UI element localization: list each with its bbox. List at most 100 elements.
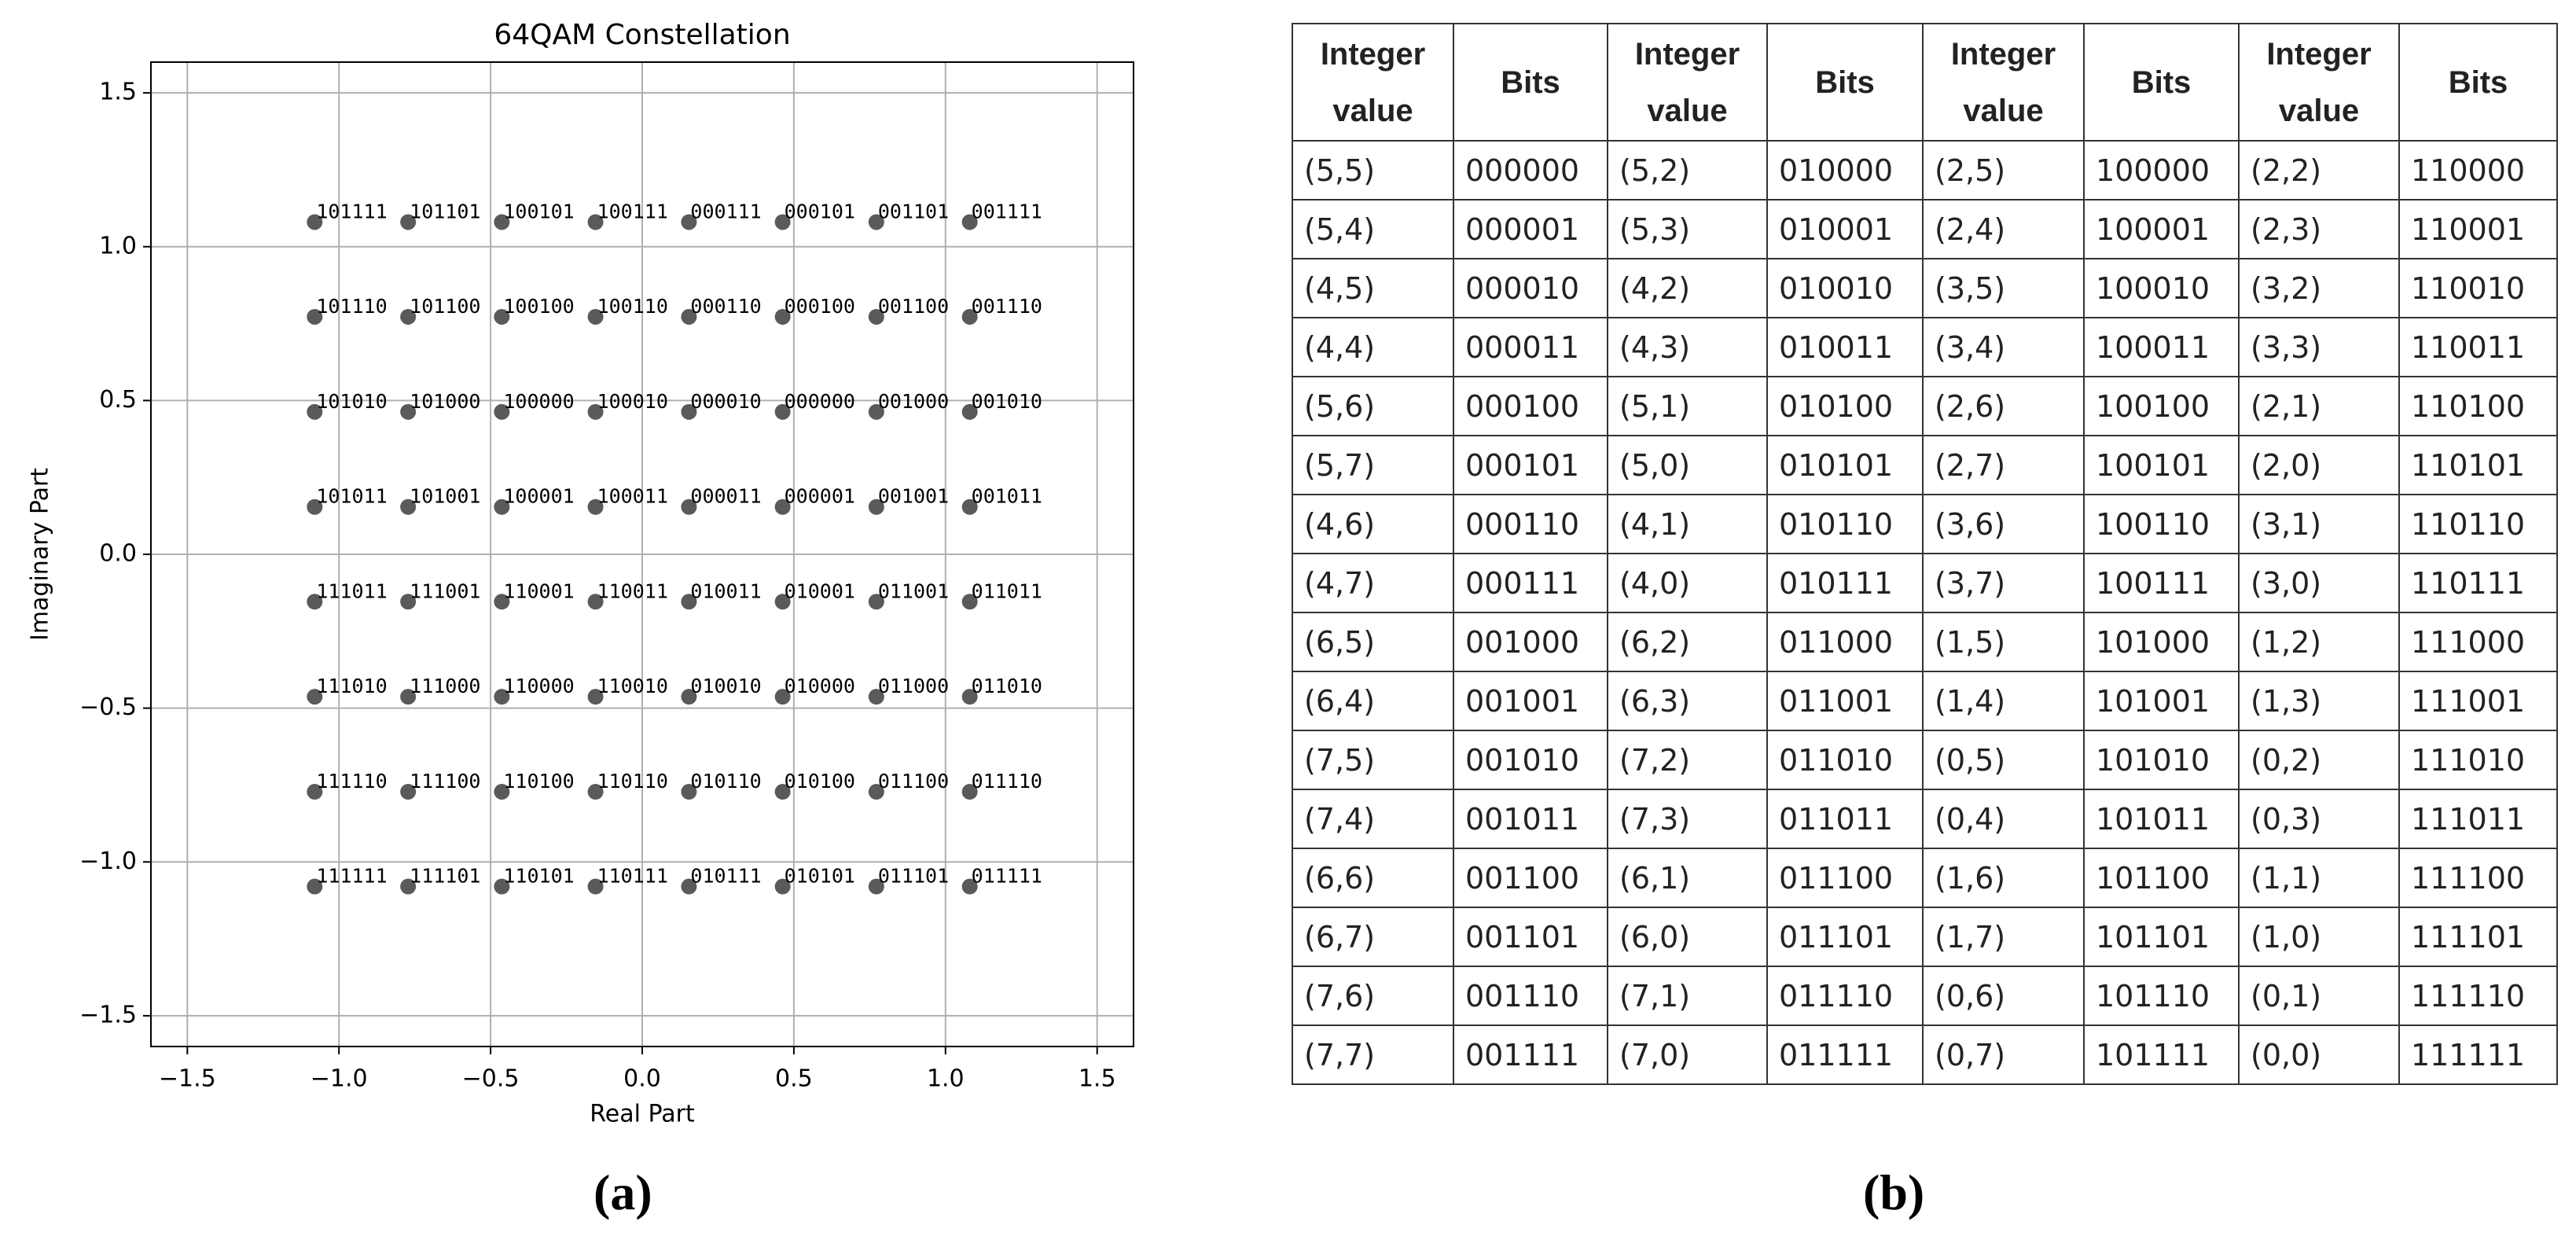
point-label: 110101 (503, 865, 574, 888)
table-row: (7,6) 001110 (7,1) 011110 (0,6) 101110 (0,1) 11… (1292, 966, 2558, 1026)
caption: (a) (593, 1164, 652, 1220)
point (774, 498, 791, 515)
table-cell: (0,7) (1922, 1024, 2085, 1085)
table-cell: 110110 (2398, 494, 2558, 554)
point-label: 011011 (972, 579, 1042, 602)
table-cell: 111111 (2398, 1024, 2558, 1085)
table-row: (5,7) 000101 (5,0) 010101 (2,7) 100101 (2,0) 11… (1292, 435, 2558, 495)
table-cell: (7,1) (1607, 966, 1768, 1026)
table-cell: 111010 (2398, 730, 2558, 790)
point (681, 784, 697, 800)
point-label: 011010 (972, 675, 1042, 697)
table-cell: (3,5) (1922, 258, 2085, 318)
point (307, 784, 323, 800)
point (307, 308, 323, 325)
table-cell: 101000 (2083, 612, 2240, 672)
table-cell: (4,1) (1607, 494, 1768, 554)
table-cell: 111110 (2398, 966, 2558, 1026)
y-tick-label: 0.5 (99, 386, 137, 414)
table-cell: (5,5) (1292, 140, 1454, 200)
point (400, 498, 417, 515)
point-label: 011101 (878, 865, 949, 888)
point (774, 214, 791, 230)
point (494, 784, 510, 800)
point-label: 100110 (597, 295, 668, 318)
table-cell: 110010 (2398, 258, 2558, 318)
point (307, 878, 323, 895)
table-cell: (7,0) (1607, 1024, 1768, 1085)
table-cell: (6,4) (1292, 671, 1454, 731)
table-cell: 001101 (1453, 907, 1608, 967)
point-label: 110111 (597, 865, 668, 888)
point-label: 001110 (972, 295, 1042, 318)
table-cell: 100110 (2083, 494, 2240, 554)
table-cell: 101101 (2083, 907, 2240, 967)
point (400, 878, 417, 895)
header-cell: Integer value (1292, 23, 1454, 142)
table-cell: (3,3) (2238, 317, 2400, 377)
table-cell: (7,6) (1292, 966, 1454, 1026)
table-cell: 101011 (2083, 789, 2240, 849)
y-tick-label: −1.0 (79, 848, 137, 875)
table-row: (4,4) 000011 (4,3) 010011 (3,4) 100011 (3,3) 11… (1292, 317, 2558, 377)
point (400, 214, 417, 230)
point-label: 011000 (878, 675, 949, 697)
point (494, 403, 510, 420)
header-cell: Bits (1766, 23, 1924, 142)
point-label: 100001 (503, 485, 574, 508)
point (587, 403, 604, 420)
table-cell: (2,3) (2238, 199, 2400, 259)
point-label: 011001 (878, 579, 949, 602)
point-label: 010110 (690, 770, 761, 793)
table-cell: 011011 (1766, 789, 1924, 849)
table-row: (6,7) 001101 (6,0) 011101 (1,7) 101101 (1,0) 11… (1292, 907, 2558, 967)
table-cell: 100010 (2083, 258, 2240, 318)
header-cell: Integer value (2238, 23, 2400, 142)
table-cell: (2,0) (2238, 435, 2400, 495)
table-cell: 010110 (1766, 494, 1924, 554)
table-cell: (0,5) (1922, 730, 2085, 790)
table-cell: (4,4) (1292, 317, 1454, 377)
point (587, 594, 604, 610)
point (774, 403, 791, 420)
point-label: 011100 (878, 770, 949, 793)
table-row: (5,5) 000000 (5,2) 010000 (2,5) 100000 (2,2) 11… (1292, 140, 2558, 200)
point (587, 689, 604, 705)
table-cell: (7,3) (1607, 789, 1768, 849)
table-cell: (0,4) (1922, 789, 2085, 849)
chart: 64QAM Constellation Real Part Imaginary … (27, 19, 1134, 1128)
table-cell: (0,3) (2238, 789, 2400, 849)
table-cell: (0,2) (2238, 730, 2400, 790)
header-cell: Integer value (1607, 23, 1768, 142)
table-cell: (5,4) (1292, 199, 1454, 259)
point-label: 011111 (972, 865, 1042, 888)
table-cell: (5,7) (1292, 435, 1454, 495)
point (587, 214, 604, 230)
point (961, 689, 978, 705)
point (681, 498, 697, 515)
point (868, 308, 884, 325)
table-cell: (7,2) (1607, 730, 1768, 790)
table-cell: (7,5) (1292, 730, 1454, 790)
point (774, 784, 791, 800)
table-cell: (3,2) (2238, 258, 2400, 318)
point-label: 001111 (972, 200, 1042, 223)
point-label: 110011 (597, 579, 668, 602)
table-cell: 010000 (1766, 140, 1924, 200)
table-cell: 010111 (1766, 553, 1924, 613)
table-row: (6,6) 001100 (6,1) 011100 (1,6) 101100 (1,1) 11… (1292, 848, 2558, 908)
point (400, 403, 417, 420)
table-cell: (5,2) (1607, 140, 1768, 200)
point (961, 784, 978, 800)
table-row: (4,5) 000010 (4,2) 010010 (3,5) 100010 (3,2) 11… (1292, 258, 2558, 318)
table-cell: 101111 (2083, 1024, 2240, 1085)
table-cell: (1,5) (1922, 612, 2085, 672)
y-tick-label: −0.5 (79, 693, 137, 721)
point (961, 878, 978, 895)
table-cell: (2,6) (1922, 376, 2085, 436)
point (400, 594, 417, 610)
point (774, 878, 791, 895)
point-label: 010001 (785, 579, 855, 602)
table-cell: 101010 (2083, 730, 2240, 790)
table-cell: 000011 (1453, 317, 1608, 377)
